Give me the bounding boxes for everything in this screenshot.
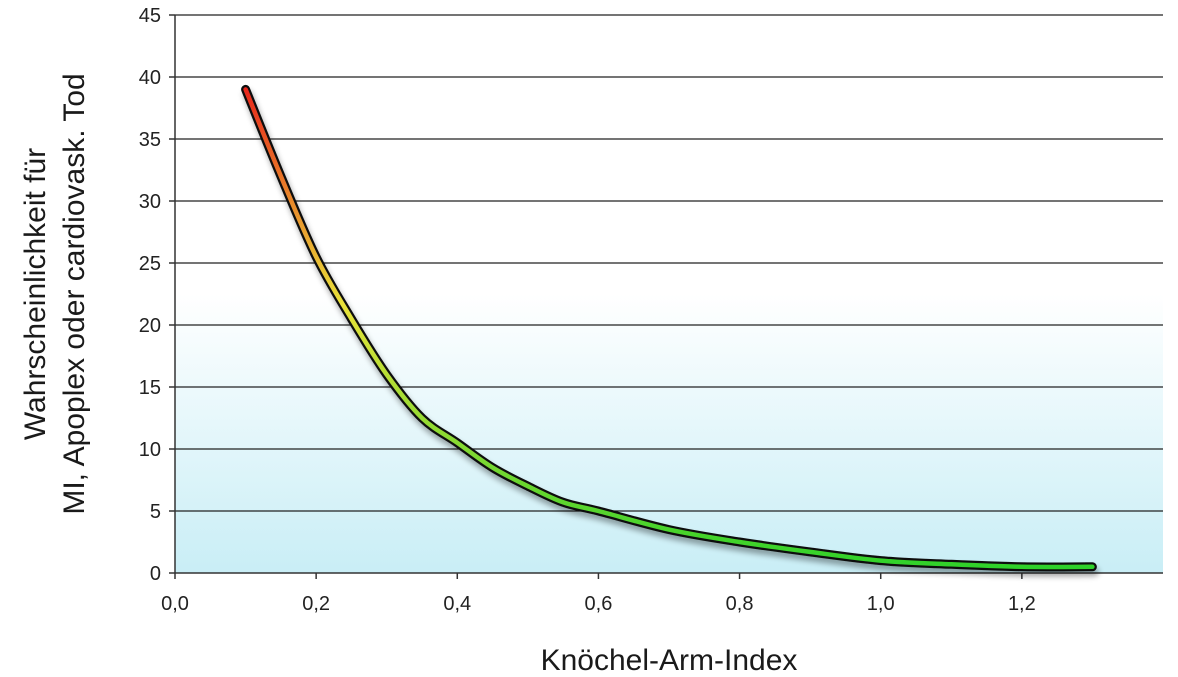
x-axis-ticks: 0,0 0,2 0,4 0,6 0,8 1,0 1,2 [161, 573, 1036, 615]
x-tick-label-2: 0,4 [443, 593, 471, 615]
y-axis-ticks: 0 5 10 15 20 25 30 35 40 45 [139, 5, 175, 585]
y-tick-label-4: 20 [139, 315, 161, 337]
grid-lines [175, 14, 1163, 512]
x-tick-label-4: 0,8 [726, 593, 754, 615]
y-tick-label-3: 15 [139, 377, 161, 399]
y-tick-label-2: 10 [139, 439, 161, 461]
series-group [241, 84, 1097, 572]
series-line [243, 87, 1095, 570]
y-tick-label-0: 0 [150, 563, 161, 585]
x-tick-label-3: 0,6 [585, 593, 613, 615]
y-tick-label-7: 35 [139, 129, 161, 151]
y-tick-label-6: 30 [139, 191, 161, 213]
y-axis-title-line-1: Wahrscheinlichkeit für [19, 148, 52, 440]
y-axis-title-line-2: MI, Apoplex oder cardiovask. Tod [58, 73, 91, 514]
x-tick-label-6: 1,2 [1008, 593, 1036, 615]
x-tick-label-5: 1,0 [867, 593, 895, 615]
y-tick-label-1: 5 [150, 501, 161, 523]
plot-background [175, 15, 1163, 573]
y-tick-label-9: 45 [139, 5, 161, 27]
y-tick-label-5: 25 [139, 253, 161, 275]
axes [174, 15, 1163, 574]
y-tick-label-8: 40 [139, 67, 161, 89]
x-tick-label-0: 0,0 [161, 593, 189, 615]
x-axis-title: Knöchel-Arm-Index [541, 644, 798, 677]
x-tick-label-1: 0,2 [302, 593, 330, 615]
